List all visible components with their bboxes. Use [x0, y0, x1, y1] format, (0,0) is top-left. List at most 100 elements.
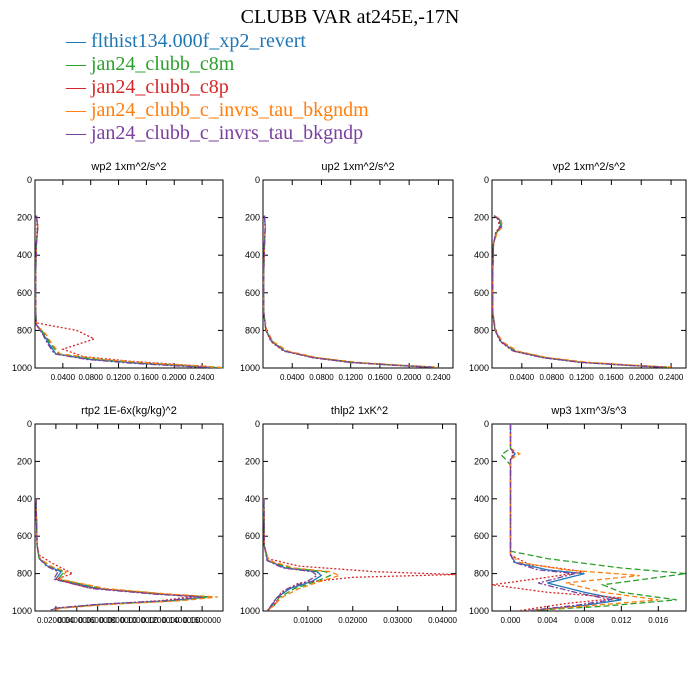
- y-tick-label: 400: [474, 250, 489, 260]
- x-tick-label: 0.1000000: [121, 616, 159, 625]
- y-tick-label: 800: [245, 325, 260, 335]
- y-tick-label: 800: [17, 325, 32, 335]
- y-tick-label: 400: [245, 250, 260, 260]
- panel-1: wp2 1xm^2/s^2 0 200 400 600 800 1000 0.0400 0.08…: [12, 161, 224, 382]
- series-line-3: [263, 215, 428, 368]
- series-line-5: [263, 498, 319, 611]
- x-tick-label: 0.0400: [280, 373, 305, 382]
- y-tick-label: 600: [245, 288, 260, 298]
- y-tick-label: 800: [245, 569, 260, 579]
- y-tick-label: 200: [245, 456, 260, 466]
- y-tick-label: 800: [474, 569, 489, 579]
- legend-entry-3: — jan24_clubb_c8p: [66, 76, 369, 99]
- x-tick-label: 0.1200: [338, 373, 363, 382]
- legend-label: jan24_clubb_c_invrs_tau_bkgndp: [91, 122, 364, 144]
- legend-entry-2: — jan24_clubb_c8m: [66, 53, 369, 76]
- panel-6: wp3 1xm^3/s^3 0 200 400 600 800 1000 0.000 0.004…: [469, 405, 687, 625]
- x-tick-label: 0.2000: [629, 373, 654, 382]
- y-tick-label: 200: [474, 213, 489, 223]
- y-tick-label: 0: [484, 175, 489, 185]
- x-tick-label: 0.1200000: [141, 616, 179, 625]
- x-tick-label: 0.0800: [78, 373, 103, 382]
- x-tick-label: 0.1400000: [162, 616, 200, 625]
- x-tick-label: 0.1600: [368, 373, 393, 382]
- legend-dash: —: [66, 76, 91, 98]
- y-tick-label: 1000: [240, 606, 260, 616]
- plot-frame: [491, 423, 687, 612]
- x-tick-label: 0.1600: [599, 373, 624, 382]
- legend-dash: —: [66, 30, 91, 52]
- y-tick-label: 600: [474, 288, 489, 298]
- panel-2: up2 1xm^2/s^2 0 200 400 600 800 1000 0.0400 0.08…: [240, 161, 454, 382]
- legend: — flthist134.000f_xp2_revert — jan24_clu…: [66, 30, 369, 145]
- y-tick-label: 0: [27, 419, 32, 429]
- y-tick-label: 600: [245, 531, 260, 541]
- x-tick-label: 0.1600000: [183, 616, 221, 625]
- legend-label: jan24_clubb_c_invrs_tau_bkgndm: [91, 99, 369, 121]
- legend-label: jan24_clubb_c8m: [91, 53, 235, 75]
- x-tick-label: 0.000: [500, 616, 521, 625]
- series-line-2: [263, 498, 332, 612]
- x-tick-label: 0.04000: [428, 616, 457, 625]
- panel-title: wp2 1xm^2/s^2: [90, 161, 166, 173]
- legend-dash: —: [66, 122, 91, 144]
- plot-frame: [34, 179, 224, 369]
- series-line-4: [492, 215, 672, 368]
- legend-label: flthist134.000f_xp2_revert: [91, 30, 306, 52]
- x-tick-label: 0.0800: [309, 373, 334, 382]
- series-line-4: [263, 215, 439, 368]
- x-tick-label: 0.2000: [397, 373, 422, 382]
- legend-dash: —: [66, 99, 91, 121]
- x-tick-label: 0.2400: [659, 373, 684, 382]
- y-tick-label: 800: [474, 325, 489, 335]
- y-tick-label: 400: [17, 250, 32, 260]
- legend-entry-4: — jan24_clubb_c_invrs_tau_bkgndm: [66, 99, 369, 122]
- x-tick-label: 0.012: [611, 616, 632, 625]
- y-tick-label: 200: [17, 213, 32, 223]
- y-tick-label: 1000: [469, 606, 489, 616]
- legend-label: jan24_clubb_c8p: [91, 76, 229, 98]
- panel-title: up2 1xm^2/s^2: [321, 161, 394, 173]
- series-line-5: [35, 498, 203, 612]
- series-line-2: [35, 215, 224, 369]
- series-line-1: [35, 215, 217, 369]
- series-line-4: [35, 215, 224, 369]
- series-line-2: [263, 215, 435, 368]
- series-line-1: [509, 424, 622, 612]
- plot-frame: [491, 179, 687, 369]
- x-tick-label: 0.2400: [190, 373, 215, 382]
- series-line-1: [263, 498, 323, 612]
- y-tick-label: 400: [474, 494, 489, 504]
- panel-title: thlp2 1xK^2: [331, 405, 388, 417]
- series-line-2: [492, 215, 668, 368]
- y-tick-label: 0: [255, 419, 260, 429]
- panel-3: vp2 1xm^2/s^2 0 200 400 600 800 1000 0.0400 0.08…: [469, 161, 687, 382]
- series-line-2: [35, 498, 213, 612]
- y-tick-label: 1000: [469, 363, 489, 373]
- y-tick-label: 1000: [12, 363, 32, 373]
- x-tick-label: 0.03000: [383, 616, 412, 625]
- y-tick-label: 600: [17, 531, 32, 541]
- x-tick-label: 0.008: [574, 616, 595, 625]
- panel-title: wp3 1xm^3/s^3: [550, 405, 626, 417]
- x-tick-label: 0.0400: [510, 373, 535, 382]
- x-tick-label: 0.0200000: [37, 616, 75, 625]
- series-line-5: [492, 215, 664, 368]
- series-line-4: [263, 498, 342, 612]
- series-line-3: [492, 215, 660, 368]
- x-tick-label: 0.016: [648, 616, 669, 625]
- series-line-3: [35, 498, 197, 612]
- series-line-4: [509, 424, 659, 612]
- x-tick-label: 0.02000: [338, 616, 367, 625]
- x-tick-label: 0.004: [537, 616, 558, 625]
- series-line-5: [509, 424, 613, 612]
- series-line-5: [35, 215, 210, 369]
- y-tick-label: 600: [17, 288, 32, 298]
- series-line-4: [35, 498, 218, 612]
- series-line-3: [491, 424, 622, 612]
- plot-frame: [262, 179, 454, 369]
- x-tick-label: 0.0800000: [100, 616, 138, 625]
- plot-frame: [34, 423, 224, 612]
- series-line-3: [263, 498, 457, 612]
- x-tick-label: 0.1200: [106, 373, 131, 382]
